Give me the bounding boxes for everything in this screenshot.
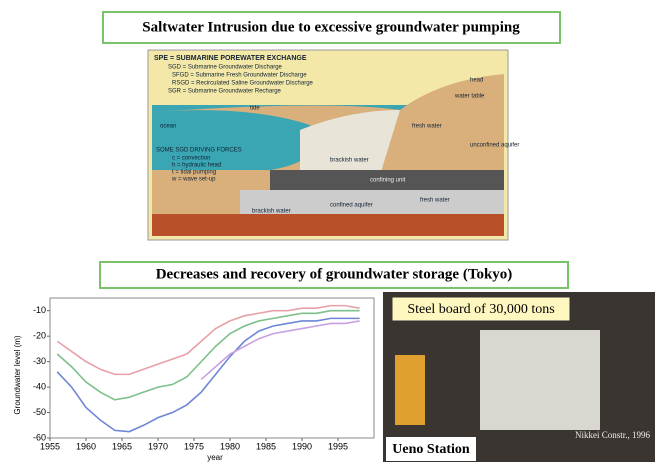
plot-area	[49, 297, 375, 439]
label: confining unit	[370, 178, 406, 184]
legend-text: SGD = Submarine Groundwater Discharge	[168, 65, 283, 71]
y-tick-label: -40	[33, 381, 46, 391]
x-tick-label: 1970	[148, 441, 168, 451]
label: water table	[454, 94, 485, 100]
label: confined aquifer	[330, 203, 373, 209]
label: unconfined aquifer	[470, 143, 519, 149]
photo-caption: Steel board of 30,000 tons	[407, 302, 554, 317]
force: w = wave set-up	[171, 177, 216, 183]
label: ocean	[160, 124, 176, 130]
label: head	[470, 78, 483, 84]
brackish-zone	[300, 110, 400, 175]
x-tick-label: 1995	[328, 441, 348, 451]
worker	[395, 355, 425, 425]
y-tick-label: -20	[33, 331, 46, 341]
label: tide	[250, 106, 260, 112]
title-box	[102, 11, 561, 44]
caption-box	[391, 296, 571, 322]
series-line	[56, 317, 360, 433]
diagram: SPE = SUBMARINE POREWATER EXCHANGE SGD =…	[147, 49, 519, 241]
x-tick-label: 1980	[220, 441, 240, 451]
confined-aquifer	[240, 190, 504, 214]
series-line	[56, 304, 360, 376]
y-axis-label: Groundwater level (m)	[13, 335, 22, 414]
y-tick-label: -60	[33, 432, 46, 442]
diagram-heading: SPE = SUBMARINE POREWATER EXCHANGE	[154, 55, 307, 62]
forklift	[480, 330, 600, 430]
series-line	[56, 309, 360, 401]
series-line	[200, 320, 360, 381]
x-tick-label: 1985	[256, 441, 276, 451]
label: fresh water	[412, 124, 442, 130]
x-tick-label: 1975	[184, 441, 204, 451]
x-axis-label: year	[207, 453, 223, 462]
sea	[152, 110, 315, 170]
label: fresh water	[420, 198, 450, 204]
photo-credit: Nikkei Constr., 1996	[575, 430, 651, 440]
title-box	[99, 261, 569, 289]
confining-unit	[270, 170, 504, 190]
photo: Steel board of 30,000 tons Ueno Station …	[383, 292, 655, 462]
label: brackish water	[252, 209, 291, 215]
x-tick-label: 1965	[112, 441, 132, 451]
x-tick-label: 1990	[292, 441, 312, 451]
x-tick-label: 1955	[40, 441, 60, 451]
y-tick-label: -30	[33, 356, 46, 366]
force: c = convection	[172, 156, 211, 162]
y-tick-label: -10	[33, 305, 46, 315]
forces-heading: SOME SGD DRIVING FORCES	[156, 148, 242, 154]
place-box	[386, 437, 476, 461]
title: Saltwater Intrusion due to excessive gro…	[142, 19, 520, 35]
force: t = tidal pumping	[172, 170, 216, 176]
legend-text: SGR = Submarine Groundwater Recharge	[168, 89, 282, 95]
chart: Groundwater level (m) year -60 -50 -40 -30 -…	[13, 297, 375, 462]
photo-place: Ueno Station	[392, 442, 470, 457]
y-tick-label: -50	[33, 407, 46, 417]
title: Decreases and recovery of groundwater st…	[156, 266, 513, 282]
x-tick-label: 1960	[76, 441, 96, 451]
bedrock	[152, 214, 504, 236]
force: h = hydraulic head	[172, 163, 221, 169]
legend-text: SFGD = Submarine Fresh Groundwater Disch…	[172, 73, 307, 79]
legend-text: RSGD = Recirculated Saline Groundwater D…	[172, 81, 314, 87]
label: brackish water	[330, 158, 369, 164]
